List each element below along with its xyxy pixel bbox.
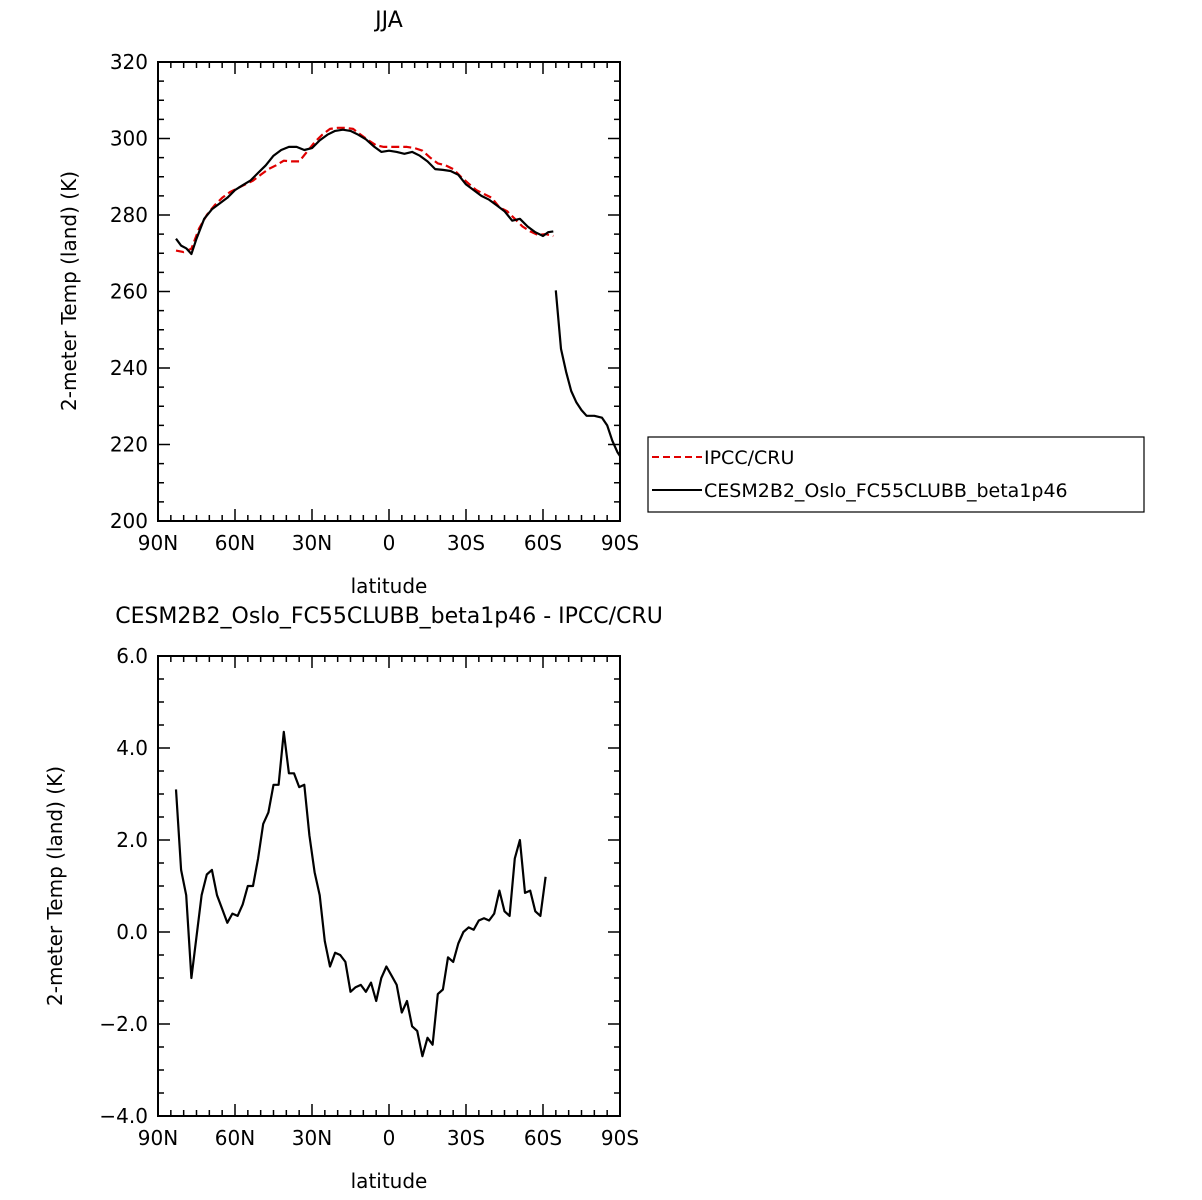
- bottom-x-tick-label: 60N: [215, 1126, 255, 1150]
- top-legend: IPCC/CRU CESM2B2_Oslo_FC55CLUBB_beta1p46: [647, 436, 1145, 513]
- top-plot-frame: [157, 61, 621, 522]
- top-x-axis-title: latitude: [351, 574, 428, 598]
- top-x-tick-label: 90N: [138, 531, 178, 555]
- top-series-1-line: [554, 290, 621, 457]
- top-x-tick-label: 60S: [524, 531, 562, 555]
- top-x-tick-label: 30N: [292, 531, 332, 555]
- top-x-tick-label: 30S: [447, 531, 485, 555]
- top-y-tick-label: 260: [110, 280, 148, 304]
- legend-box: [647, 436, 1145, 513]
- top-ticks: [157, 61, 621, 522]
- bottom-x-tick-label: 90S: [601, 1126, 639, 1150]
- top-chart-title: JJA: [373, 8, 403, 33]
- top-x-tick-label: 0: [383, 531, 396, 555]
- bottom-plot-frame: [157, 655, 621, 1117]
- bottom-series-lines: [174, 730, 547, 1058]
- top-y-tick-label: 200: [110, 509, 148, 533]
- bottom-y-tick-label: 0.0: [116, 920, 148, 944]
- top-y-tick-label: 280: [110, 203, 148, 227]
- legend-label-ipcc: IPCC/CRU: [704, 447, 794, 469]
- bottom-y-tick-label: −2.0: [99, 1012, 148, 1036]
- top-y-tick-label: 300: [110, 127, 148, 151]
- bottom-x-tick-label: 90N: [138, 1126, 178, 1150]
- top-y-axis-title: 2-meter Temp (land) (K): [57, 171, 81, 411]
- bottom-x-tick-label: 60S: [524, 1126, 562, 1150]
- bottom-panel: CESM2B2_Oslo_FC55CLUBB_beta1p46 - IPCC/C…: [43, 604, 663, 1193]
- bottom-ticks: [157, 655, 621, 1117]
- top-tick-labels: 90N 60N 30N 0 30S 60S 90S 200 220 240 260 280 300 320: [110, 50, 639, 555]
- bottom-y-tick-label: −4.0: [99, 1104, 148, 1128]
- top-series-1-line: [175, 128, 554, 256]
- bottom-x-tick-label: 0: [383, 1126, 396, 1150]
- bottom-y-tick-label: 6.0: [116, 644, 148, 668]
- bottom-x-tick-label: 30S: [447, 1126, 485, 1150]
- top-y-tick-label: 320: [110, 50, 148, 74]
- top-panel: JJA 90N 60N 30N 0 30S 60S 90S 200 220 240 260 280 30…: [57, 8, 1145, 598]
- bottom-tick-labels: 90N 60N 30N 0 30S 60S 90S −4.0 −2.0 0.0 2.0 4.0 6.0: [99, 644, 639, 1150]
- top-y-tick-label: 220: [110, 433, 148, 457]
- top-y-tick-label: 240: [110, 356, 148, 380]
- bottom-y-axis-title: 2-meter Temp (land) (K): [43, 766, 67, 1006]
- top-series-0-line: [175, 126, 554, 254]
- top-series-lines: [175, 126, 621, 457]
- legend-label-cesm: CESM2B2_Oslo_FC55CLUBB_beta1p46: [704, 480, 1068, 502]
- bottom-x-tick-label: 30N: [292, 1126, 332, 1150]
- bottom-x-axis-title: latitude: [351, 1169, 428, 1193]
- bottom-y-tick-label: 2.0: [116, 828, 148, 852]
- bottom-series-0-line: [174, 730, 547, 1058]
- bottom-y-tick-label: 4.0: [116, 736, 148, 760]
- top-x-tick-label: 90S: [601, 531, 639, 555]
- top-x-tick-label: 60N: [215, 531, 255, 555]
- bottom-chart-title: CESM2B2_Oslo_FC55CLUBB_beta1p46 - IPCC/C…: [115, 604, 663, 629]
